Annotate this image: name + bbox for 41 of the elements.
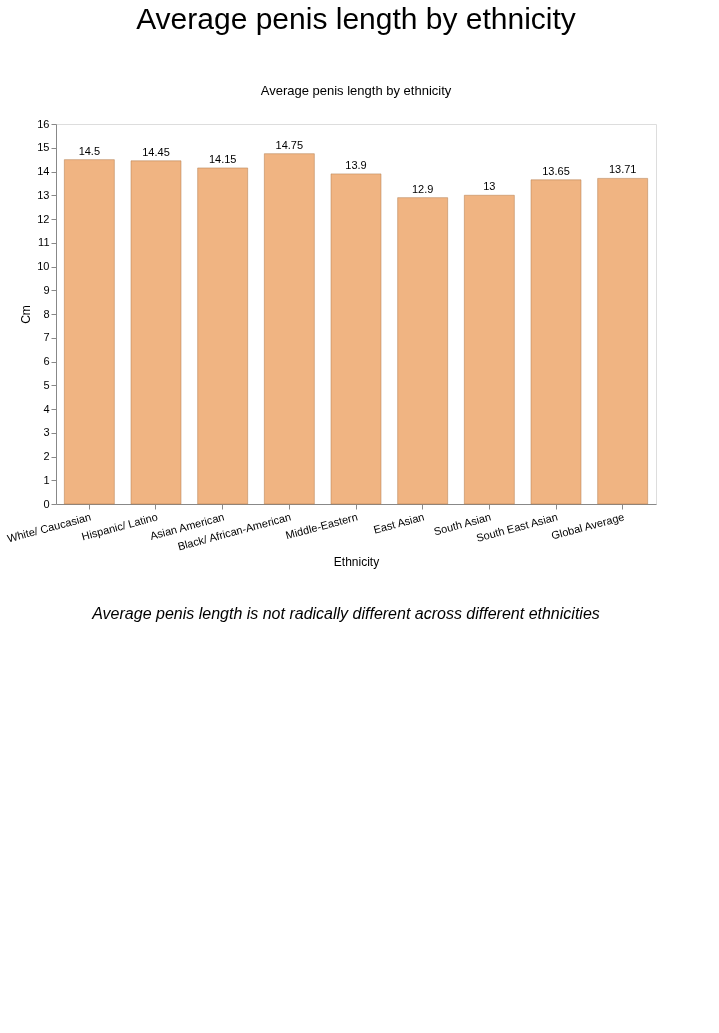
y-tick-label: 14 <box>37 165 50 177</box>
y-tick-label: 13 <box>37 188 50 201</box>
y-tick-label: 6 <box>43 355 50 367</box>
y-tick-label: 8 <box>43 307 50 320</box>
bar <box>464 195 515 505</box>
data-label: 13.9 <box>345 158 367 171</box>
y-tick-label: 16 <box>37 117 50 130</box>
chart-title: Average penis length by ethnicity <box>136 2 576 35</box>
y-tick-label: 2 <box>43 450 50 462</box>
data-label: 14.5 <box>78 144 101 157</box>
y-tick-label: 15 <box>37 141 50 154</box>
data-label: 13.71 <box>608 163 637 176</box>
text: Average penis length is not radically different across different ethnicities <box>91 605 600 622</box>
y-tick-label: 11 <box>38 236 50 249</box>
data-label: 12.9 <box>411 182 434 195</box>
y-tick-label: 7 <box>43 331 50 344</box>
data-label: 14.45 <box>142 145 170 158</box>
y-tick-label: 4 <box>43 402 50 415</box>
x-tick-label: East Asian <box>372 510 426 536</box>
bar <box>64 159 115 505</box>
bar <box>197 167 248 505</box>
bar <box>530 179 582 505</box>
y-axis-title: Cm <box>19 305 34 324</box>
bar <box>264 153 315 505</box>
x-axis-title: Ethnicity <box>333 554 380 569</box>
bar <box>397 197 448 505</box>
data-label: 13.65 <box>542 164 570 177</box>
data-label: 14.75 <box>275 138 304 151</box>
bar <box>330 173 382 505</box>
data-label: 13 <box>483 180 496 193</box>
y-tick-label: 5 <box>43 378 50 391</box>
y-tick-label: 12 <box>37 212 50 225</box>
bar <box>130 160 182 505</box>
y-tick-label: 10 <box>37 260 50 272</box>
data-label: 14.15 <box>208 152 237 165</box>
y-tick-label: 1 <box>43 473 50 486</box>
bar <box>597 178 648 505</box>
y-tick-label: 9 <box>43 283 50 296</box>
y-tick-label: 0 <box>43 497 50 510</box>
chart-subtitle: Average penis length by ethnicity <box>260 83 452 98</box>
y-tick-label: 3 <box>43 426 50 439</box>
